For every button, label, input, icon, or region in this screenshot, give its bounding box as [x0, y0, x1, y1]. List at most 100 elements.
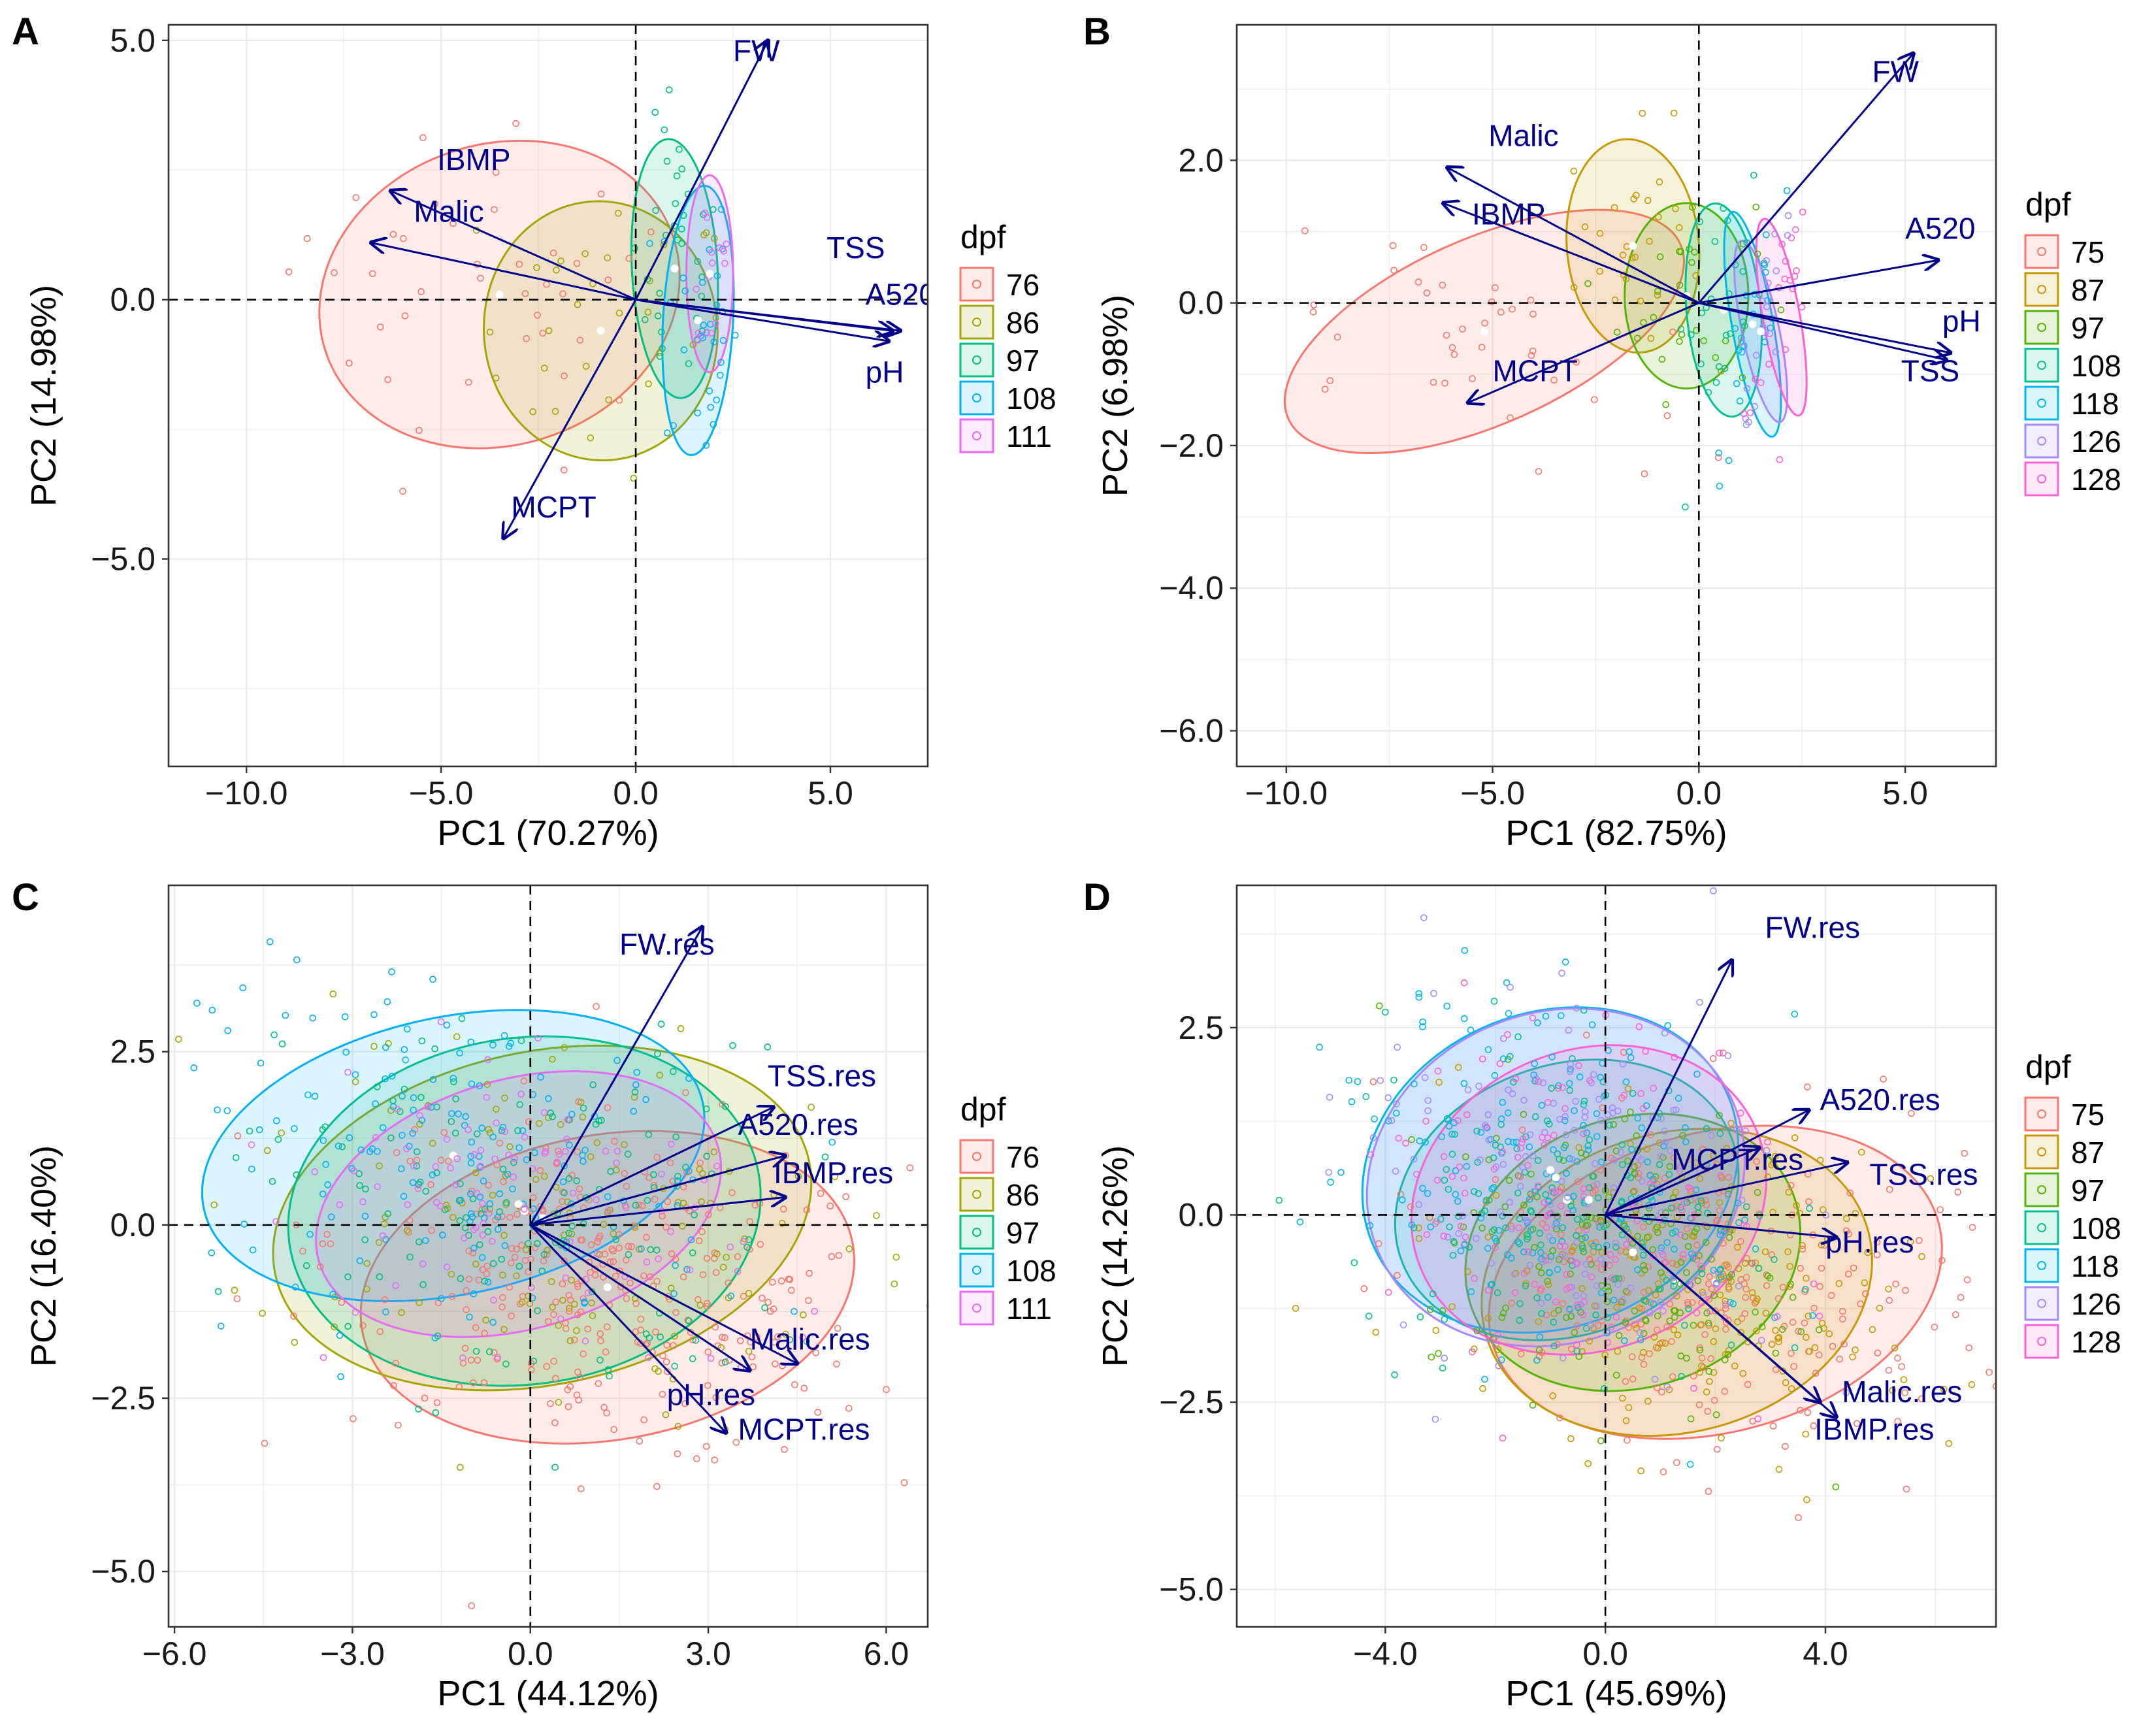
data-point	[1487, 1281, 1495, 1289]
data-point	[745, 1347, 753, 1355]
data-point	[1852, 1346, 1859, 1354]
data-point	[1839, 1315, 1846, 1323]
data-point	[1514, 1238, 1522, 1246]
data-point	[1345, 1076, 1353, 1084]
data-point	[470, 1379, 477, 1386]
data-point	[1752, 1308, 1759, 1316]
data-point	[1641, 1266, 1648, 1273]
data-point	[1938, 1256, 1946, 1264]
data-point	[445, 1157, 452, 1165]
data-point	[534, 1307, 541, 1315]
data-point	[1689, 204, 1696, 211]
data-point	[1629, 1188, 1637, 1196]
data-point	[719, 336, 727, 344]
data-point	[500, 1326, 508, 1333]
data-point	[1459, 325, 1466, 333]
data-point	[311, 1092, 319, 1100]
legend-key	[2024, 423, 2059, 459]
data-point	[456, 1049, 464, 1057]
data-point	[1738, 334, 1745, 342]
loading-label-ph: pH	[1942, 304, 1981, 338]
data-point	[1549, 1392, 1557, 1400]
data-point	[1497, 1115, 1505, 1122]
legend-label: 126	[2071, 425, 2121, 459]
data-point	[1696, 998, 1703, 1006]
data-point	[507, 1259, 515, 1267]
data-point	[549, 1055, 556, 1063]
group-centroid	[597, 327, 605, 335]
legend-key	[959, 1253, 994, 1288]
data-point	[1637, 297, 1644, 305]
data-point	[1782, 1379, 1790, 1386]
data-point	[612, 1236, 619, 1243]
legend-label: 108	[2071, 349, 2121, 383]
data-point	[645, 1354, 652, 1362]
data-point	[429, 975, 436, 983]
data-point	[1558, 1177, 1565, 1185]
data-point	[667, 1285, 675, 1292]
data-point	[1663, 412, 1671, 419]
data-point	[433, 1169, 440, 1177]
data-point	[817, 1190, 825, 1197]
data-point	[2068, 1409, 2074, 1415]
loading-label-ph-res: pH.res	[667, 1378, 755, 1412]
data-point	[1770, 1160, 1777, 1167]
legend-key	[959, 1215, 994, 1250]
x-tick-label: 6.0	[864, 1635, 909, 1672]
data-point	[630, 1107, 638, 1115]
data-point	[1384, 1094, 1392, 1102]
data-point	[1646, 1171, 1654, 1179]
loading-label-tss: TSS	[1901, 354, 1959, 388]
data-point	[352, 194, 360, 201]
data-point	[1683, 1225, 1691, 1232]
data-point	[1333, 333, 1341, 341]
data-point	[1537, 1269, 1545, 1277]
data-point	[563, 1136, 570, 1143]
data-point	[461, 1224, 469, 1232]
data-point	[624, 1151, 632, 1158]
data-point	[1490, 1154, 1497, 1162]
data-point	[1610, 1121, 1617, 1128]
data-point	[1475, 1083, 1482, 1090]
data-point	[1591, 396, 1598, 403]
data-point	[1716, 1207, 1724, 1214]
data-point	[419, 134, 427, 142]
data-point	[695, 329, 702, 336]
data-point	[574, 1283, 581, 1290]
data-point	[670, 1342, 677, 1349]
data-point	[257, 1059, 265, 1067]
data-point	[1479, 1384, 1486, 1392]
data-point	[450, 1078, 457, 1086]
data-point	[1645, 1233, 1652, 1240]
data-point	[1658, 1115, 1665, 1122]
data-point	[1488, 1259, 1495, 1267]
data-point	[1529, 1249, 1537, 1257]
data-point	[255, 1126, 263, 1134]
data-point	[694, 409, 702, 417]
data-point	[707, 1354, 715, 1362]
data-point	[1469, 375, 1476, 382]
data-point	[406, 1217, 414, 1224]
data-point	[669, 1177, 677, 1185]
legend-key	[959, 342, 994, 378]
data-point	[663, 157, 671, 165]
data-point	[1700, 1364, 1707, 1371]
data-point	[1634, 1162, 1642, 1169]
data-point	[1763, 257, 1771, 265]
data-point	[1557, 1254, 1564, 1261]
data-point	[1677, 1231, 1685, 1239]
data-point	[1495, 1362, 1503, 1369]
data-point	[1761, 338, 1769, 346]
data-point	[1573, 1259, 1580, 1266]
data-point	[1604, 1283, 1611, 1290]
data-point	[593, 1250, 601, 1258]
data-point	[1593, 1282, 1601, 1290]
data-point	[1682, 1124, 1689, 1132]
data-point	[1535, 468, 1543, 475]
data-point	[1433, 1218, 1441, 1225]
data-point	[1676, 338, 1683, 345]
data-point	[1365, 1313, 1373, 1320]
data-point	[465, 1275, 473, 1283]
data-point	[693, 286, 700, 293]
legend-key-point	[972, 393, 981, 402]
